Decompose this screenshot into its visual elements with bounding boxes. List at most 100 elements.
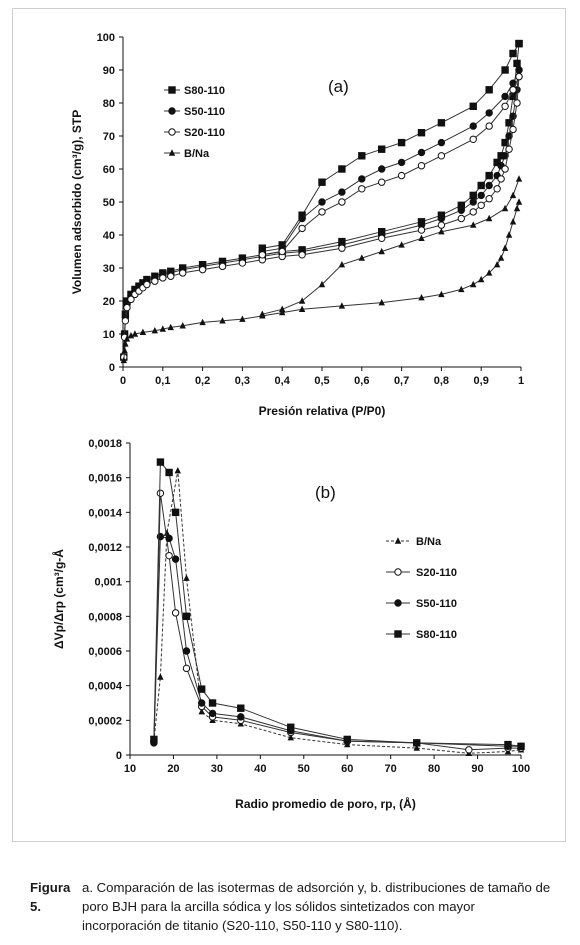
caption-text: a. Comparación de las isotermas de adsor… <box>82 880 551 933</box>
panel-0-x-tick-label: 0,1 <box>155 375 170 387</box>
panel-0-series-2-point <box>143 280 151 289</box>
panel-0-legend-marker <box>168 86 176 94</box>
panel-0-series-0-point <box>501 138 509 147</box>
panel-0-series-3-point <box>438 290 445 298</box>
panel-0-series-3-point <box>239 315 246 322</box>
panel-0-x-tick-label: 0,5 <box>314 375 329 387</box>
panel-0-series-3-point <box>121 346 128 354</box>
panel-1-legend-label: S80-110 <box>416 629 457 641</box>
panel-0-series-2-point <box>378 178 386 186</box>
panel-0-x-tick-label: 0,9 <box>474 375 489 387</box>
panel-0-series-0-point <box>469 191 477 200</box>
panel-0-series-3-point <box>127 331 135 339</box>
panel-1-series-3-point <box>197 685 206 693</box>
panel-0-series-1-point <box>477 191 485 200</box>
panel-0-series-3-point <box>458 285 465 293</box>
panel-1-legend-marker <box>394 599 402 607</box>
panel-0-series-3-point <box>505 231 513 238</box>
panel-0-series-1-point <box>397 158 406 167</box>
panel-0-series-2-point <box>469 208 477 216</box>
panel-0-legend-marker <box>168 107 176 115</box>
panel-0-series-1-point <box>469 122 477 130</box>
panel-1-series-1-point <box>182 664 191 673</box>
panel-0-series-2-point <box>515 72 523 81</box>
panel-1-series-2-point <box>208 709 217 718</box>
panel-1-x-tick-label: 10 <box>124 763 136 775</box>
panel-0-series-3-point <box>378 247 385 255</box>
panel-0-series-0-point <box>318 178 326 186</box>
panel-0-series-3-point <box>470 280 477 288</box>
panel-0-series-2-point <box>509 86 517 94</box>
panel-0-series-3-point <box>120 356 127 364</box>
panel-0-series-0-point <box>477 181 485 190</box>
panel-0-series-1-point <box>338 188 346 196</box>
chart-canvas: 0 0,1 0,2 0,3 0,4 0,5 0,6 0,7 0,8 0,9 101020304050… <box>51 32 530 811</box>
panel-0-series-0-point <box>378 145 386 153</box>
panel-1-series-0-point <box>174 467 181 474</box>
panel-1-x-axis-title: Radio promedio de poro, rp, (Å) <box>235 796 416 811</box>
panel-0-series-2-point <box>338 198 346 206</box>
panel-1-x-tick-label: 20 <box>167 763 179 775</box>
panel-0-series-2-point <box>167 272 175 280</box>
panel-0-y-tick-label: 10 <box>103 329 115 341</box>
panel-0-series-1-point <box>505 132 513 140</box>
panel-1-y-tick-label: 0,001 <box>94 577 122 589</box>
panel-0-series-0-point <box>501 66 509 74</box>
panel-0-series-3-point <box>509 191 517 199</box>
panel-0-series-3-point <box>199 318 206 326</box>
panel-0-series-1-point <box>437 138 446 147</box>
panel-0-series-3-point <box>139 328 147 336</box>
panel-0-series-1-point <box>457 206 465 214</box>
panel-0-x-tick-label: 0 <box>120 375 126 387</box>
panel-1-series-0-point <box>287 733 294 741</box>
panel-1-series-0-point <box>413 744 420 751</box>
panel-1-series-2-point <box>165 534 173 543</box>
panel-0-y-tick-label: 0 <box>109 362 115 374</box>
panel-0-series-2-point <box>218 262 227 271</box>
panel-0-series-1-point <box>378 165 386 173</box>
panel-1-x-tick-label: 30 <box>211 763 223 775</box>
panel-1-series-2-point <box>182 647 191 655</box>
panel-0-series-3-point <box>123 335 131 342</box>
panel-0-series-2-point <box>358 185 366 193</box>
panel-1-y-tick-label: 0 <box>116 750 122 762</box>
panel-0-series-3-point <box>179 322 186 329</box>
panel-0-series-3-point <box>259 310 266 317</box>
panel-0-legend-label: S80-110 <box>184 85 225 97</box>
panel-0-series-2-point <box>437 221 446 229</box>
panel-1-series-2-line <box>153 535 521 747</box>
panel-0-series-3-point <box>478 275 485 283</box>
panel-0-series-1-point <box>515 66 523 74</box>
panel-0-series-3-point <box>501 244 509 251</box>
panel-1-series-3-point <box>343 735 351 744</box>
panel-0-series-1-point <box>417 148 426 157</box>
panel-0-series-2-point <box>513 99 521 107</box>
panel-0-series-2-point <box>509 125 517 134</box>
panel-0-series-1-desorption-line <box>262 69 520 252</box>
panel-1-series-1-point <box>465 746 473 754</box>
panel-1-series-3-point <box>237 704 245 712</box>
panel-1-y-tick-label: 0,0002 <box>88 715 122 727</box>
panel-1-series-1-point <box>171 609 180 617</box>
panel-0-legend-marker <box>168 149 176 156</box>
panel-1-series-0-point <box>157 673 164 680</box>
panel-0-x-tick-label: 0,2 <box>195 375 210 387</box>
panel-0-y-tick-label: 70 <box>103 131 115 143</box>
panel-0-series-2-point <box>278 247 286 256</box>
panel-0-series-3-point <box>513 204 521 212</box>
panel-0-series-1-point <box>485 181 493 190</box>
panel-0-series-2-point <box>501 165 509 173</box>
panel-0-series-0-point <box>397 138 406 147</box>
panel-1-series-3-point <box>156 458 165 466</box>
panel-0-x-tick-label: 0,3 <box>235 375 250 387</box>
panel-0-series-0-point <box>513 59 521 68</box>
panel-0-series-0-point <box>417 129 426 137</box>
panel-0-series-3-point <box>438 228 445 235</box>
panel-0-series-3-point <box>338 261 346 268</box>
panel-1-series-0-point <box>198 707 205 715</box>
panel-0-series-2-point <box>501 102 509 111</box>
panel-0-series-3-point <box>398 241 405 248</box>
panel-0-series-0-point <box>485 86 493 94</box>
panel-1-legend-marker <box>394 630 402 638</box>
panel-0-series-2-point <box>417 226 426 234</box>
